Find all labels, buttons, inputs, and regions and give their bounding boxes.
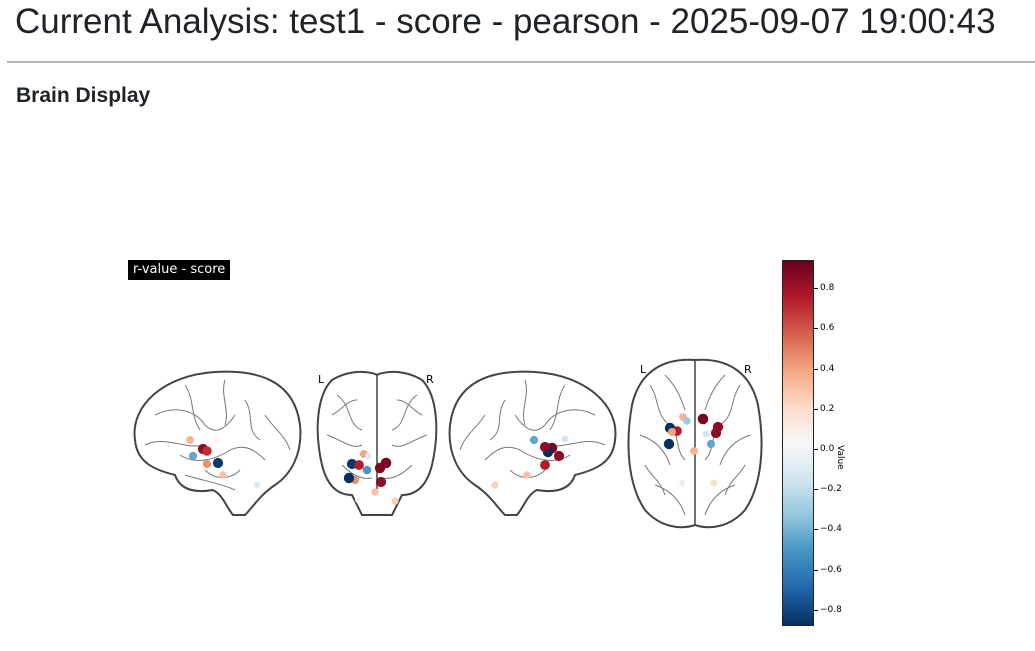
colorbar-gradient (782, 260, 814, 626)
plot-title-label: r-value - score (128, 260, 231, 280)
brain-node (362, 465, 372, 475)
brain-node (553, 450, 565, 462)
brain-node (202, 446, 212, 456)
colorbar-tick-label: 0.2 (820, 403, 835, 414)
brain-node (355, 497, 361, 503)
colorbar-tick-mark (814, 529, 818, 531)
colorbar-label: Value (835, 445, 845, 470)
colorbar-tick-label: −0.8 (820, 604, 842, 615)
brain-node (253, 481, 261, 489)
brain-node (186, 436, 194, 444)
colorbar-tick-mark (814, 449, 818, 451)
colorbar-tick-mark (814, 368, 818, 370)
brain-node (213, 436, 221, 444)
colorbar-tick-mark (814, 328, 818, 330)
brain-node (491, 481, 499, 489)
brain-node (690, 447, 698, 455)
brain-node (354, 460, 364, 470)
colorbar-tick-mark (814, 408, 818, 410)
node-layer-axial (663, 413, 724, 487)
colorbar-tick-label: 0.8 (820, 283, 835, 294)
colorbar-tick-label: 0.4 (820, 363, 835, 374)
colorbar-tick-mark (814, 489, 818, 491)
brain-view-sagittal-left (133, 370, 302, 516)
colorbar-tick-label: −0.4 (820, 524, 842, 535)
colorbar-tick-mark (814, 569, 818, 571)
brain-view-sagittal-right (448, 370, 617, 516)
brain-node (706, 439, 716, 449)
glass-brain-figure (133, 358, 763, 529)
brain-node (561, 435, 569, 443)
brain-node (523, 471, 531, 479)
brain-node (375, 476, 387, 488)
brain-node (529, 435, 539, 445)
brain-node (710, 479, 718, 487)
brain-node (202, 459, 212, 469)
colorbar-tick-label: −0.6 (820, 564, 842, 575)
brain-node (364, 452, 372, 460)
brain-node (702, 430, 710, 438)
brain-node (678, 479, 686, 487)
brain-node (219, 471, 227, 479)
page-title: Current Analysis: test1 - score - pearso… (15, 2, 996, 41)
brain-node (663, 438, 675, 450)
colorbar-tick-label: 0.6 (820, 323, 835, 334)
brain-node (697, 413, 709, 425)
node-layer-sagittal-right (491, 435, 569, 489)
title-divider (7, 61, 1035, 63)
brain-node (710, 427, 722, 439)
orientation-left-coronal: L (318, 373, 325, 386)
brain-node (343, 472, 355, 484)
orientation-right-axial: R (744, 363, 752, 376)
brain-node (212, 457, 224, 469)
brain-node (539, 441, 551, 453)
colorbar-tick-label: −0.2 (820, 484, 842, 495)
colorbar-tick-mark (814, 609, 818, 611)
brain-node (380, 457, 392, 469)
colorbar-tick-mark (814, 288, 818, 290)
node-layer-coronal (343, 450, 399, 505)
brain-node (371, 488, 379, 496)
brain-view-axial (627, 358, 763, 529)
brain-node (540, 460, 550, 470)
brain-node (683, 417, 691, 425)
orientation-right-coronal: R (426, 373, 434, 386)
node-layer-sagittal-left (186, 436, 261, 489)
brain-view-coronal (316, 370, 438, 516)
section-heading: Brain Display (16, 84, 151, 107)
brain-node (668, 428, 676, 436)
orientation-left-axial: L (640, 363, 647, 376)
colorbar-tick-label: 0.0 (820, 444, 835, 455)
brain-node (188, 451, 198, 461)
colorbar: 0.8 0.6 0.4 0.2 0.0 −0.2 −0.4 −0.6 −0.8 (782, 260, 862, 626)
brain-node (391, 497, 399, 505)
